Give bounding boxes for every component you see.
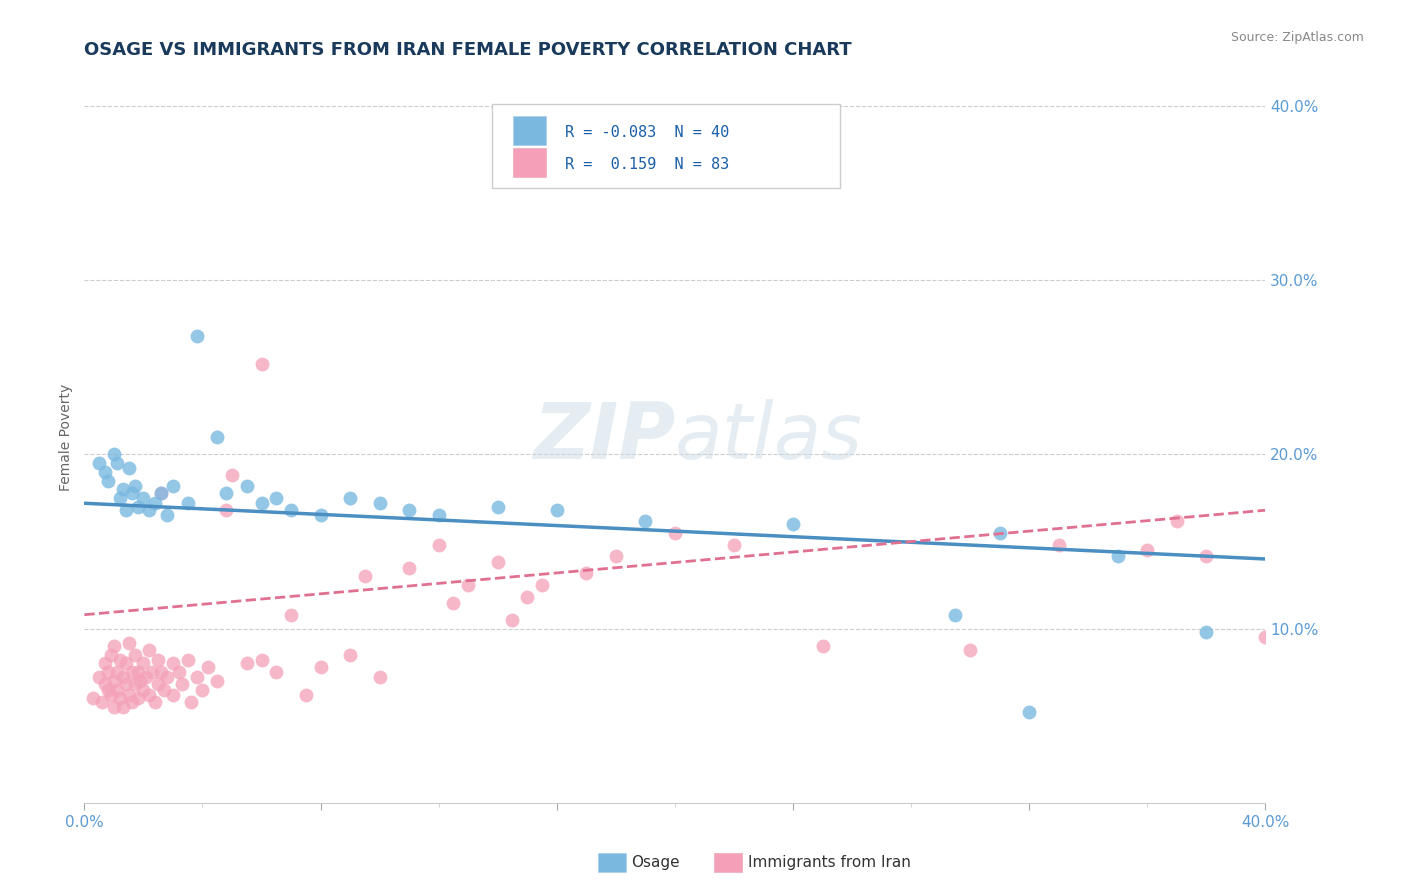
- FancyBboxPatch shape: [492, 104, 841, 188]
- Bar: [513, 116, 546, 145]
- Bar: [513, 148, 546, 178]
- Text: Osage: Osage: [631, 855, 681, 870]
- Y-axis label: Female Poverty: Female Poverty: [59, 384, 73, 491]
- Text: Source: ZipAtlas.com: Source: ZipAtlas.com: [1230, 31, 1364, 45]
- Text: R =  0.159  N = 83: R = 0.159 N = 83: [565, 157, 730, 172]
- Text: Immigrants from Iran: Immigrants from Iran: [748, 855, 911, 870]
- Text: ZIP: ZIP: [533, 399, 675, 475]
- Text: OSAGE VS IMMIGRANTS FROM IRAN FEMALE POVERTY CORRELATION CHART: OSAGE VS IMMIGRANTS FROM IRAN FEMALE POV…: [84, 41, 852, 59]
- Text: R = -0.083  N = 40: R = -0.083 N = 40: [565, 125, 730, 139]
- Text: atlas: atlas: [675, 399, 863, 475]
